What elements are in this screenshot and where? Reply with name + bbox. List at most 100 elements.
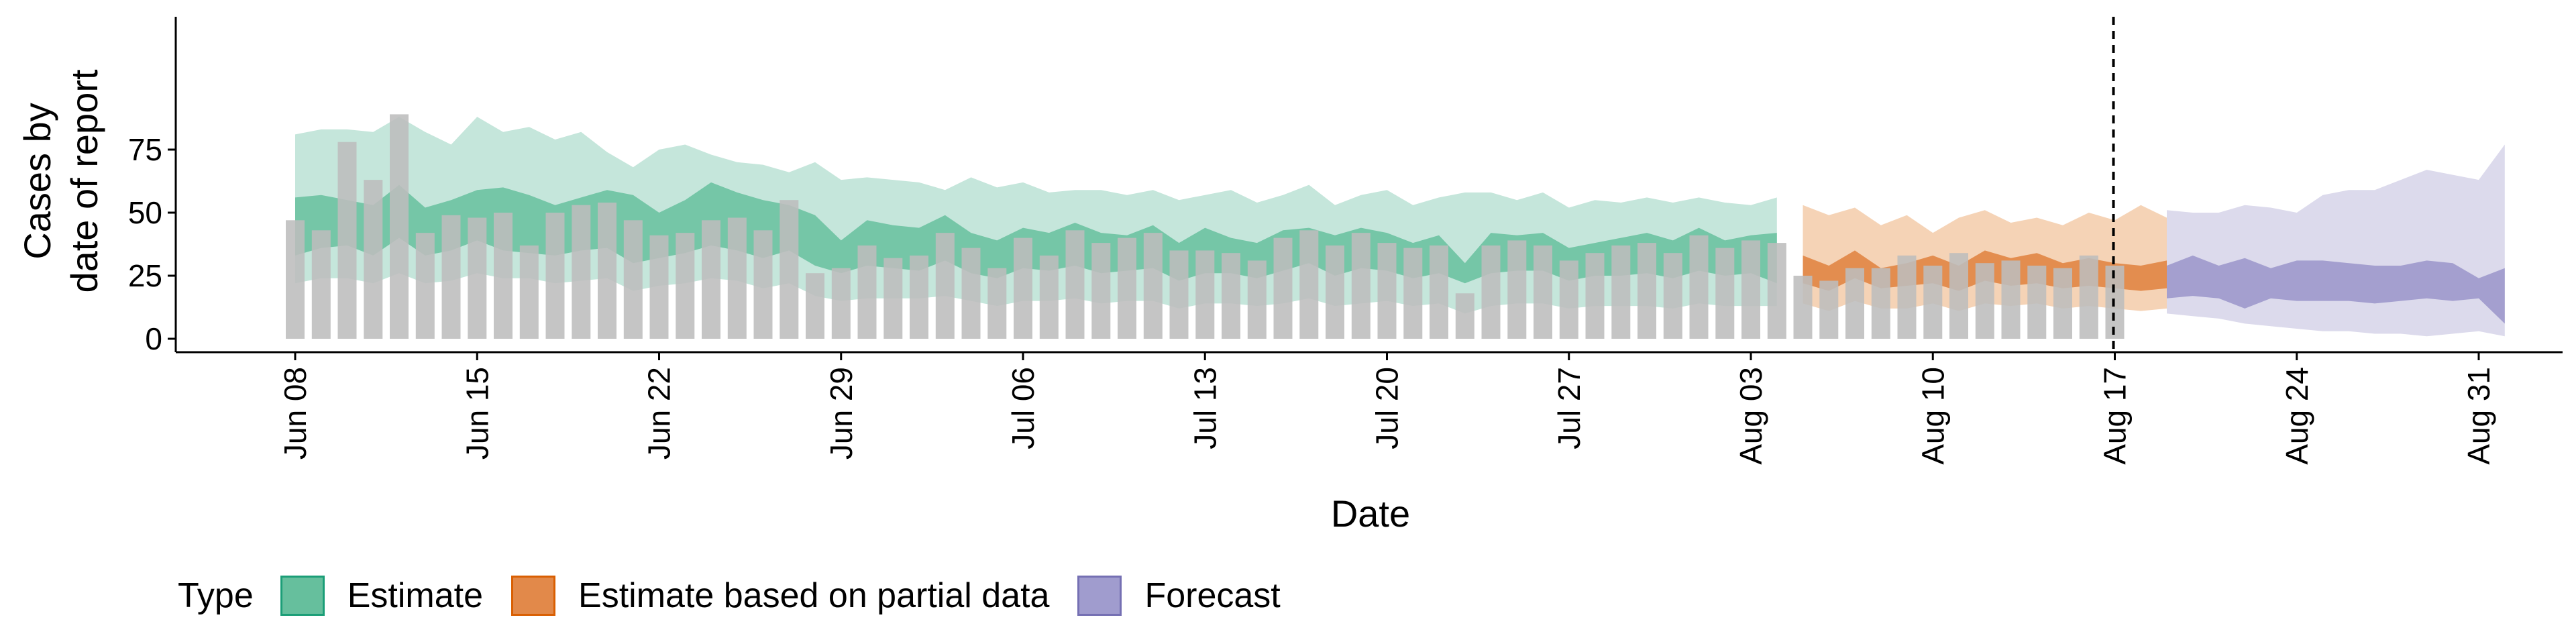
bar [441,215,461,339]
bar [1689,235,1709,339]
bar [1326,245,1344,339]
y-tick-label: 25 [128,258,162,293]
x-tick-label: Jun 08 [278,367,313,460]
y-tick-label: 0 [145,321,162,356]
bar [1663,253,1682,339]
legend-swatch-forecast [1077,576,1122,616]
bar [1195,250,1215,339]
bar [702,220,720,339]
bar [1014,237,1032,339]
bar [649,235,669,339]
legend-title: Type [178,576,254,615]
bar [1273,237,1293,339]
bar [780,200,799,339]
bar [1897,255,1917,339]
bar [1118,237,1136,339]
bar [1715,248,1735,339]
x-tick-label: Jul 27 [1552,367,1587,449]
bar [598,203,616,339]
bar [337,142,357,339]
y-tick-label: 50 [128,195,162,230]
bar [2053,268,2072,339]
bar [883,258,903,339]
bar [572,205,591,339]
x-tick-label: Jun 29 [824,367,859,460]
legend-item-forecast: Forecast [1077,576,1281,616]
bar [494,213,513,339]
legend: Type Estimate Estimate based on partial … [178,576,1309,616]
bar [831,268,851,339]
bar [1065,230,1085,339]
bar [519,245,539,339]
y-axis-label: Cases by [16,103,58,259]
x-axis-label: Date [1331,492,1410,535]
legend-label-partial: Estimate based on partial data [578,576,1050,615]
bar [468,217,487,339]
bar [1091,243,1111,339]
legend-label-estimate: Estimate [347,576,484,615]
bar [286,220,305,339]
bar [676,233,695,339]
x-tick-label: Aug 03 [1733,367,1768,465]
bar [364,180,383,339]
y-tick-label: 75 [128,132,162,167]
bar [2079,255,2098,339]
ribbon-90-2 [2167,144,2505,337]
bar [1793,276,1813,339]
bar [1975,263,1994,339]
x-tick-label: Jun 22 [642,367,677,460]
bar [1819,280,1839,339]
x-tick-label: Aug 31 [2461,367,2496,465]
bar [623,220,643,339]
bar [1222,253,1240,339]
x-tick-label: Aug 10 [1915,367,1950,465]
bar [1507,240,1527,339]
bar [857,245,877,339]
bar [1923,266,1943,339]
bar [1247,260,1267,339]
bar [910,255,928,339]
x-tick-label: Jul 20 [1370,367,1405,449]
x-tick-label: Jul 13 [1187,367,1222,449]
bar [1143,233,1163,339]
axes: 0 25 50 75 Jun 08 Jun 15 Jun 22 Jun 29 Jul 06 Jul… [128,17,2563,465]
bar [545,213,565,339]
bar [2027,266,2047,339]
bar [2001,260,2021,339]
bars [286,114,2125,339]
legend-swatch-partial [511,576,556,616]
legend-label-forecast: Forecast [1144,576,1281,615]
bar [1299,230,1319,339]
bar [1559,260,1578,339]
bar [1611,245,1631,339]
bar [1638,243,1656,339]
bar [1949,253,1968,339]
bar [1534,245,1552,339]
bar [1455,293,1474,339]
bar [1871,268,1890,339]
bar [415,233,435,339]
bar [987,268,1007,339]
bar [935,233,955,339]
bar [1430,245,1448,339]
bar [727,217,747,339]
bar [390,114,409,339]
bar [753,230,773,339]
ribbon-50-2 [2167,255,2505,324]
bar [311,230,331,339]
bar [806,273,824,339]
bar [1741,240,1760,339]
bar [1845,268,1864,339]
x-tick-label: Aug 17 [2098,367,2133,465]
legend-swatch-estimate [280,576,325,616]
legend-item-estimate: Estimate [280,576,483,616]
bar [1351,233,1371,339]
x-tick-label: Jul 06 [1006,367,1040,449]
x-tick-label: Aug 24 [2279,367,2314,465]
bar [1585,253,1605,339]
bar [1481,245,1501,339]
x-tick-label: Jun 15 [460,367,494,460]
bar [961,248,981,339]
bar [1377,243,1397,339]
